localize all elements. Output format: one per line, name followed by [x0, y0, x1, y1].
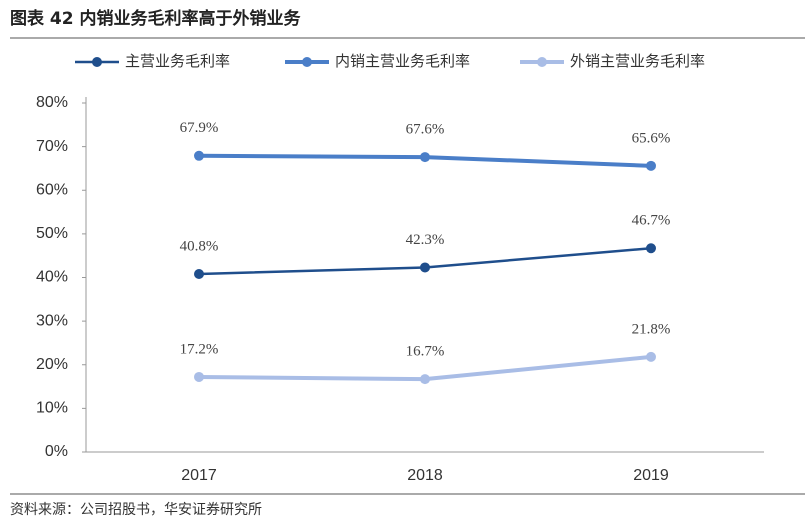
y-tick-label: 60% [36, 181, 68, 198]
x-tick-label: 2017 [181, 467, 217, 484]
data-point [420, 374, 430, 385]
data-point [646, 243, 656, 254]
data-point [646, 351, 656, 362]
data-label: 40.8% [180, 238, 219, 254]
data-label: 42.3% [406, 232, 445, 248]
data-label: 67.9% [180, 120, 219, 136]
source-note: 资料来源：公司招股书，华安证券研究所 [10, 502, 262, 518]
data-label: 67.6% [406, 122, 445, 138]
legend-label: 内销主营业务毛利率 [335, 52, 470, 70]
data-point [420, 262, 430, 273]
y-tick-label: 50% [36, 225, 68, 242]
data-point [194, 269, 204, 280]
data-point [194, 371, 204, 382]
legend-label: 主营业务毛利率 [125, 52, 230, 70]
data-label: 46.7% [632, 213, 671, 229]
legend-marker [537, 57, 547, 67]
y-tick-label: 10% [36, 400, 68, 417]
legend-label: 外销主营业务毛利率 [570, 52, 705, 70]
data-label: 17.2% [180, 341, 219, 357]
data-label: 16.7% [406, 344, 445, 360]
y-tick-label: 80% [36, 94, 68, 111]
y-tick-label: 70% [36, 138, 68, 155]
chart-title: 图表 42 内销业务毛利率高于外销业务 [10, 8, 301, 29]
y-tick-label: 30% [36, 312, 68, 329]
data-point [194, 150, 204, 161]
x-tick-label: 2018 [407, 467, 443, 484]
data-label: 21.8% [632, 321, 671, 337]
legend-marker [302, 57, 312, 67]
y-tick-label: 0% [45, 443, 68, 460]
y-tick-label: 40% [36, 269, 68, 286]
data-point [420, 152, 430, 163]
legend-marker [92, 57, 102, 67]
data-point [646, 160, 656, 171]
y-tick-label: 20% [36, 356, 68, 373]
x-tick-label: 2019 [633, 467, 669, 484]
data-label: 65.6% [632, 130, 671, 146]
